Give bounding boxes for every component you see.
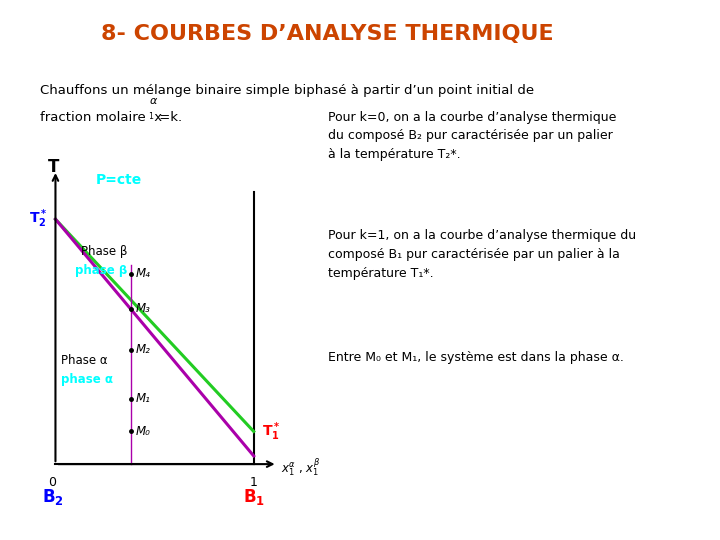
Text: Entre M₀ et M₁, le système est dans la phase α.: Entre M₀ et M₁, le système est dans la p… [328,351,624,364]
Text: Chauffons un mélange binaire simple biphasé à partir d’un point initial de: Chauffons un mélange binaire simple biph… [40,84,534,97]
Text: Phase β: Phase β [81,245,127,258]
Text: Phase α: Phase α [61,354,108,367]
Text: 1: 1 [250,476,258,489]
Text: M₂: M₂ [136,343,150,356]
Text: phase β: phase β [76,265,127,278]
Text: Pour k=0, on a la courbe d’analyse thermique
du composé B₂ pur caractérisée par : Pour k=0, on a la courbe d’analyse therm… [328,111,616,161]
Text: M₀: M₀ [136,425,150,438]
Text: $\mathbf{B_1}$: $\mathbf{B_1}$ [243,487,265,507]
Text: $\mathbf{B_2}$: $\mathbf{B_2}$ [42,487,63,507]
Text: =k.: =k. [155,111,182,124]
Text: phase α: phase α [61,373,114,386]
Text: T: T [48,158,59,176]
Text: M₁: M₁ [136,392,150,406]
Text: $\mathbf{T_1^*}$: $\mathbf{T_1^*}$ [261,420,280,443]
Text: $\alpha$: $\alpha$ [149,96,158,106]
Text: Pour k=1, on a la courbe d’analyse thermique du
composé B₁ pur caractérisée par : Pour k=1, on a la courbe d’analyse therm… [328,230,636,280]
Text: P=cte: P=cte [96,172,142,186]
Text: M₄: M₄ [136,267,150,280]
Text: 0: 0 [48,476,56,489]
Text: $x_1^\alpha$ , $x_1^\beta$: $x_1^\alpha$ , $x_1^\beta$ [282,457,321,479]
Text: M₃: M₃ [136,302,150,315]
Text: $_1$: $_1$ [148,111,154,123]
Text: fraction molaire  x: fraction molaire x [40,111,162,124]
Text: $\mathbf{T_2^*}$: $\mathbf{T_2^*}$ [30,208,48,231]
Text: 8- COURBES D’ANALYSE THERMIQUE: 8- COURBES D’ANALYSE THERMIQUE [101,24,554,44]
